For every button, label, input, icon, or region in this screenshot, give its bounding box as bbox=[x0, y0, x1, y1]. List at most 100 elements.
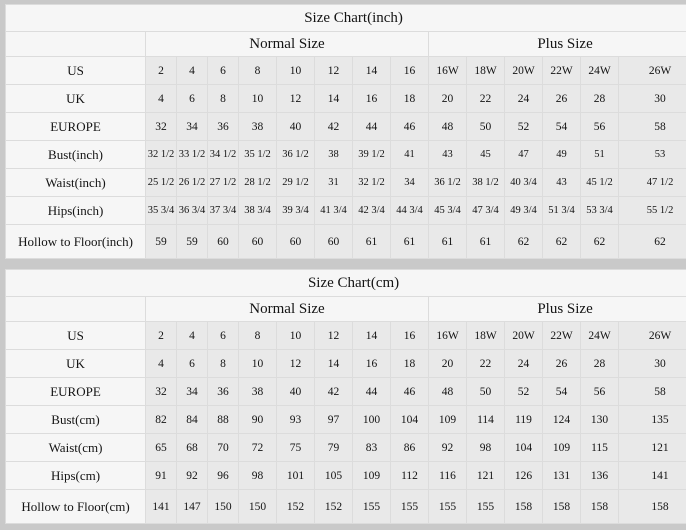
table-cell: 141 bbox=[617, 461, 686, 490]
table-cell: 46 bbox=[390, 112, 429, 141]
table-cell: 155 bbox=[352, 489, 391, 524]
table-cell: 56 bbox=[580, 377, 619, 406]
table-cell: 34 bbox=[176, 112, 208, 141]
table-cell: 36 3/4 bbox=[176, 196, 208, 225]
table-cell: 58 bbox=[617, 112, 686, 141]
table-cell: 92 bbox=[176, 461, 208, 490]
table-cell: 20W bbox=[504, 321, 543, 350]
table-cell: 158 bbox=[580, 489, 619, 524]
table-cell: 6 bbox=[176, 84, 208, 113]
table-cell: 58 bbox=[617, 377, 686, 406]
table-cell: 109 bbox=[352, 461, 391, 490]
table-cell: 14 bbox=[314, 349, 353, 378]
table-cell: 86 bbox=[390, 433, 429, 462]
table-cell: 38 bbox=[238, 112, 277, 141]
table-cell: 112 bbox=[390, 461, 429, 490]
table-cell: 46 bbox=[390, 377, 429, 406]
table-cell: 20 bbox=[428, 84, 467, 113]
table-cell: 18 bbox=[390, 84, 429, 113]
size-chart-table-inch: Size Chart(inch) Normal Size Plus Size US 2 4… bbox=[4, 4, 686, 259]
table-cell: 42 bbox=[314, 112, 353, 141]
table-cell: 10 bbox=[238, 349, 277, 378]
group-header-blank bbox=[5, 296, 146, 322]
table-cell: 16 bbox=[390, 56, 429, 85]
table-cell: 6 bbox=[176, 349, 208, 378]
table-cell: 24W bbox=[580, 321, 619, 350]
table-cell: 8 bbox=[238, 321, 277, 350]
table-cell: 59 bbox=[145, 224, 177, 259]
table-cell: 105 bbox=[314, 461, 353, 490]
table-cell: 4 bbox=[145, 84, 177, 113]
table-cell: 32 bbox=[145, 377, 177, 406]
table-cell: 12 bbox=[276, 349, 315, 378]
chart-title-row: Size Chart(cm) bbox=[4, 269, 686, 297]
table-cell: 119 bbox=[504, 405, 543, 434]
table-cell: 62 bbox=[542, 224, 581, 259]
table-cell: 34 bbox=[176, 377, 208, 406]
table-row: UK 4 6 8 10 12 14 16 18 20 22 24 26 28 30 bbox=[5, 349, 686, 378]
table-cell: 6 bbox=[207, 321, 239, 350]
table-cell: 38 1/2 bbox=[466, 168, 505, 197]
table-cell: 130 bbox=[580, 405, 619, 434]
table-cell: 79 bbox=[314, 433, 353, 462]
row-label: Waist(inch) bbox=[5, 168, 146, 197]
table-cell: 16W bbox=[428, 321, 467, 350]
group-header-blank bbox=[5, 31, 146, 57]
table-cell: 4 bbox=[176, 56, 208, 85]
table-cell: 90 bbox=[238, 405, 277, 434]
table-cell: 4 bbox=[145, 349, 177, 378]
table-cell: 36 1/2 bbox=[428, 168, 467, 197]
table-cell: 51 3/4 bbox=[542, 196, 581, 225]
table-cell: 47 1/2 bbox=[617, 168, 686, 197]
table-row: Bust(cm) 82 84 88 90 93 97 100 104 109 114 119 124 13… bbox=[5, 405, 686, 434]
table-row: Hips(inch) 35 3/4 36 3/4 37 3/4 38 3/4 39 3/4… bbox=[5, 196, 686, 225]
table-cell: 150 bbox=[207, 489, 239, 524]
table-cell: 12 bbox=[314, 56, 353, 85]
table-cell: 49 3/4 bbox=[504, 196, 543, 225]
table-cell: 22W bbox=[542, 321, 581, 350]
table-cell: 158 bbox=[504, 489, 543, 524]
group-header-normal-size: Normal Size bbox=[145, 31, 429, 57]
table-cell: 34 1/2 bbox=[207, 140, 239, 169]
table-cell: 32 1/2 bbox=[145, 140, 177, 169]
table-cell: 26 1/2 bbox=[176, 168, 208, 197]
table-cell: 121 bbox=[466, 461, 505, 490]
table-cell: 59 bbox=[176, 224, 208, 259]
table-cell: 93 bbox=[276, 405, 315, 434]
table-cell: 83 bbox=[352, 433, 391, 462]
table-cell: 30 bbox=[617, 84, 686, 113]
table-row: Waist(inch) 25 1/2 26 1/2 27 1/2 28 1/2 29 1/… bbox=[5, 168, 686, 197]
row-label: UK bbox=[5, 84, 146, 113]
table-cell: 68 bbox=[176, 433, 208, 462]
table-cell: 29 1/2 bbox=[276, 168, 315, 197]
row-label: UK bbox=[5, 349, 146, 378]
table-cell: 47 3/4 bbox=[466, 196, 505, 225]
table-cell: 155 bbox=[428, 489, 467, 524]
table-cell: 24W bbox=[580, 56, 619, 85]
table-cell: 114 bbox=[466, 405, 505, 434]
table-cell: 82 bbox=[145, 405, 177, 434]
table-cell: 25 1/2 bbox=[145, 168, 177, 197]
table-cell: 35 3/4 bbox=[145, 196, 177, 225]
table-row: Waist(cm) 65 68 70 72 75 79 83 86 92 98 104 109 115 12… bbox=[5, 433, 686, 462]
table-cell: 42 3/4 bbox=[352, 196, 391, 225]
table-cell: 2 bbox=[145, 321, 177, 350]
table-cell: 14 bbox=[352, 56, 391, 85]
table-cell: 27 1/2 bbox=[207, 168, 239, 197]
table-cell: 10 bbox=[276, 56, 315, 85]
table-cell: 47 bbox=[504, 140, 543, 169]
table-cell: 53 3/4 bbox=[580, 196, 619, 225]
table-cell: 61 bbox=[352, 224, 391, 259]
table-cell: 16 bbox=[352, 84, 391, 113]
group-header-row: Normal Size Plus Size bbox=[5, 31, 686, 57]
group-header-plus-size: Plus Size bbox=[427, 296, 686, 322]
table-cell: 61 bbox=[466, 224, 505, 259]
table-cell: 54 bbox=[542, 112, 581, 141]
table-cell: 62 bbox=[504, 224, 543, 259]
row-label: Bust(inch) bbox=[5, 140, 146, 169]
table-cell: 12 bbox=[314, 321, 353, 350]
table-cell: 38 3/4 bbox=[238, 196, 277, 225]
chart-title: Size Chart(inch) bbox=[4, 4, 686, 32]
table-cell: 39 1/2 bbox=[352, 140, 391, 169]
